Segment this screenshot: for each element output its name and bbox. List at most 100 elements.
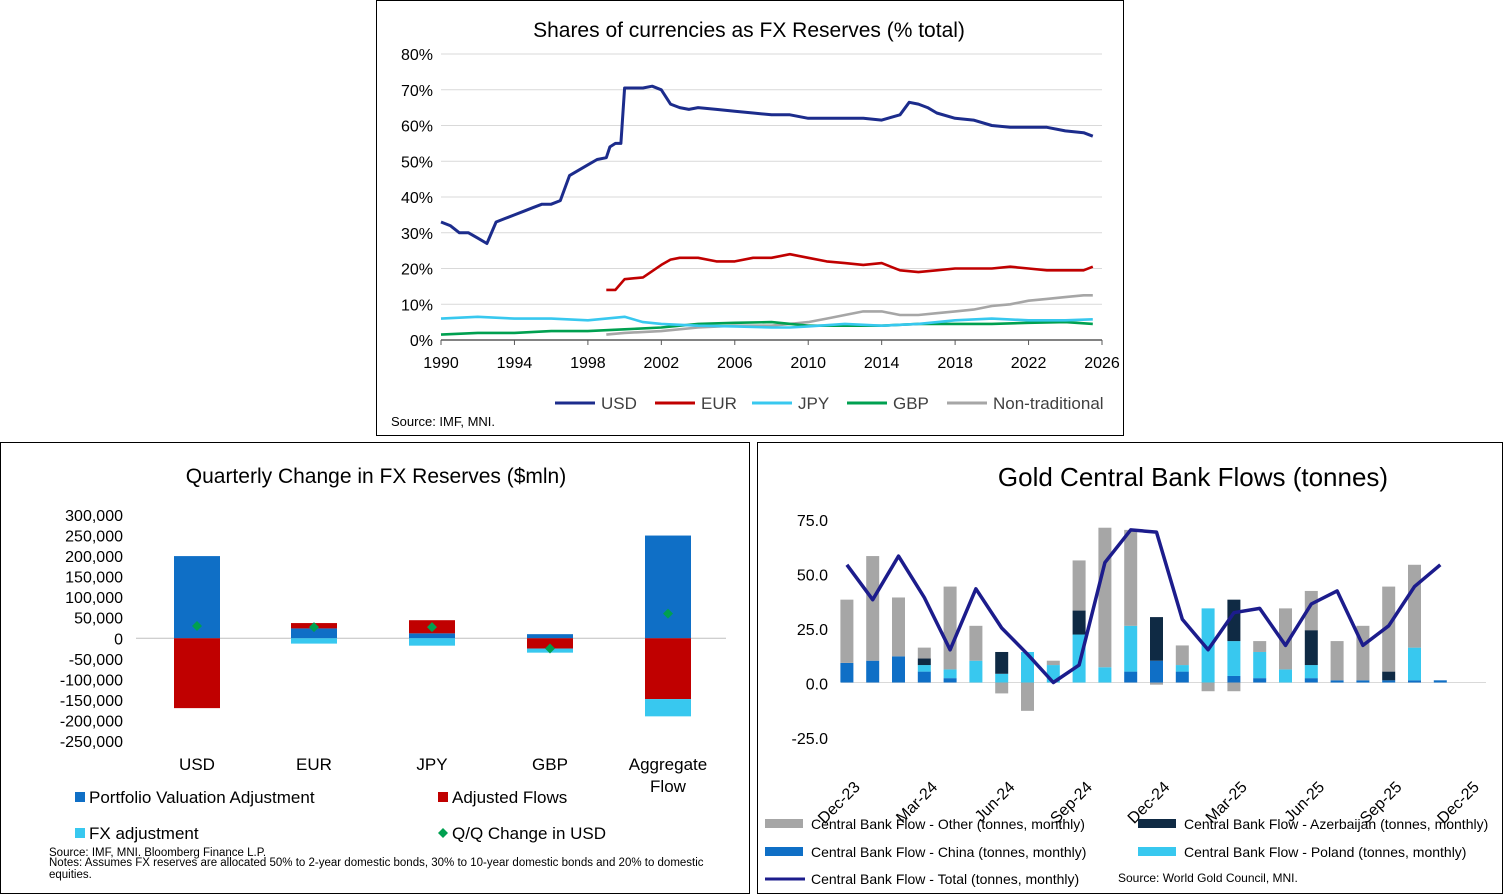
bar-portfolio-valuation-adjustment-eur bbox=[291, 628, 337, 639]
gold-central-bank-flows-chart-panel: Gold Central Bank Flows (tonnes) 75.0 50.… bbox=[757, 442, 1503, 894]
y-tick-label: 0% bbox=[410, 333, 433, 350]
legend-label-jpy: JPY bbox=[798, 394, 829, 413]
y-tick-label: 10% bbox=[401, 297, 433, 314]
series-line-usd bbox=[440, 84, 1094, 245]
marker-qq-change-gbp bbox=[545, 643, 555, 654]
bars bbox=[840, 527, 1447, 711]
gold-central-bank-flows-chart: Gold Central Bank Flows (tonnes) 75.0 50.… bbox=[765, 462, 1488, 887]
bar-central-bank-flow-poland-oct-25 bbox=[1408, 647, 1421, 681]
chart-title: Gold Central Bank Flows (tonnes) bbox=[998, 462, 1388, 492]
bar-central-bank-flow-other-jun-24 bbox=[995, 682, 1009, 694]
bar-fx-adjustment-aggregate-flow bbox=[645, 699, 691, 717]
bar-central-bank-flow-other-jan-25 bbox=[1175, 645, 1189, 666]
marker-qq-change-jpy bbox=[427, 622, 437, 633]
y-tick-label: -200,000 bbox=[60, 713, 123, 730]
y-tick-label: -50,000 bbox=[69, 652, 123, 669]
source-note: Source: World Gold Council, MNI. bbox=[1118, 871, 1298, 885]
bar-central-bank-flow-china-mar-24 bbox=[917, 671, 931, 683]
marker-qq-change-aggregate-flow bbox=[663, 608, 673, 619]
bar-central-bank-flow-china-oct-25 bbox=[1408, 680, 1421, 683]
x-category-label: JPY bbox=[416, 755, 447, 774]
bar-central-bank-flow-azerbaijan-mar-25 bbox=[1227, 599, 1241, 642]
bar-fx-adjustment-jpy bbox=[409, 638, 455, 646]
bar-central-bank-flow-china-jan-25 bbox=[1175, 671, 1189, 683]
legend: Central Bank Flow - Other (tonnes, month… bbox=[765, 816, 1488, 887]
y-tick-label: 20% bbox=[401, 262, 433, 279]
bar-central-bank-flow-other-oct-24 bbox=[1098, 527, 1112, 668]
legend-label-central-bank-flow-azerbaijan: Central Bank Flow - Azerbaijan (tonnes, … bbox=[1184, 816, 1488, 832]
y-tick-label: 50.0 bbox=[797, 568, 828, 585]
bar-central-bank-flow-china-nov-24 bbox=[1124, 671, 1138, 683]
bar-central-bank-flow-other-apr-24 bbox=[943, 586, 957, 670]
bar-central-bank-flow-other-oct-25 bbox=[1408, 564, 1421, 648]
bar-central-bank-flow-other-may-24 bbox=[969, 625, 983, 661]
y-tick-label: 150,000 bbox=[65, 570, 123, 587]
bar-central-bank-flow-other-feb-24 bbox=[892, 597, 905, 657]
legend-swatch-central-bank-flow-china bbox=[765, 847, 803, 856]
y-tick-label: 75.0 bbox=[797, 513, 828, 530]
notes-text: Notes: Assumes FX reserves are allocated… bbox=[49, 857, 704, 881]
y-tick-label: -25.0 bbox=[792, 731, 829, 748]
x-tick-label: 2010 bbox=[790, 355, 826, 372]
bar-central-bank-flow-china-jun-25 bbox=[1304, 678, 1318, 683]
bar-central-bank-flow-china-dec-23 bbox=[840, 662, 854, 683]
source-note: Source: IMF, MNI. bbox=[391, 414, 495, 429]
x-tick-label: 2018 bbox=[937, 355, 973, 372]
bar-central-bank-flow-azerbaijan-dec-24 bbox=[1150, 617, 1163, 661]
legend-label-central-bank-flow-poland: Central Bank Flow - Poland (tonnes, mont… bbox=[1184, 844, 1466, 860]
bar-central-bank-flow-other-sep-25 bbox=[1382, 586, 1396, 672]
bar-central-bank-flow-other-mar-24 bbox=[917, 647, 931, 659]
fx-reserves-share-chart-panel: Shares of currencies as FX Reserves (% t… bbox=[376, 0, 1124, 436]
bar-central-bank-flow-china-jan-24 bbox=[866, 660, 880, 683]
x-tick-label: 2026 bbox=[1084, 355, 1120, 372]
bar-central-bank-flow-other-jul-24 bbox=[1021, 682, 1034, 711]
bar-central-bank-flow-other-aug-24 bbox=[1046, 660, 1060, 666]
legend-label-portfolio-valuation-adjustment: Portfolio Valuation Adjustment bbox=[89, 788, 315, 807]
bar-central-bank-flow-other-apr-25 bbox=[1253, 641, 1267, 652]
y-tick-label: 40% bbox=[401, 190, 433, 207]
y-tick-label: -150,000 bbox=[60, 693, 123, 710]
bar-central-bank-flow-poland-feb-25 bbox=[1201, 608, 1215, 683]
legend-label-eur: EUR bbox=[701, 394, 737, 413]
marker-qq-change-eur bbox=[309, 622, 319, 633]
bar-central-bank-flow-china-apr-24 bbox=[943, 678, 957, 683]
bar-central-bank-flow-other-feb-25 bbox=[1201, 682, 1215, 692]
bar-portfolio-valuation-adjustment-gbp bbox=[527, 634, 573, 639]
y-axis-ticks: 300,000 250,000 200,000 150,000 100,000 50,00… bbox=[60, 508, 726, 751]
x-category-label: EUR bbox=[296, 755, 332, 774]
bar-portfolio-valuation-adjustment-aggregate-flow bbox=[645, 535, 691, 639]
x-category-label: USD bbox=[179, 755, 215, 774]
y-tick-label: 70% bbox=[401, 83, 433, 100]
bar-central-bank-flow-other-dec-24 bbox=[1150, 682, 1163, 685]
legend-swatch-central-bank-flow-poland bbox=[1138, 847, 1176, 856]
legend-label-central-bank-flow-china: Central Bank Flow - China (tonnes, month… bbox=[811, 844, 1086, 860]
y-tick-label: 25.0 bbox=[797, 622, 828, 639]
bar-central-bank-flow-other-nov-24 bbox=[1124, 529, 1138, 626]
notes-container: Notes: Assumes FX reserves are allocated… bbox=[49, 857, 704, 881]
x-category-label: GBP bbox=[532, 755, 568, 774]
bar-central-bank-flow-other-mar-25 bbox=[1227, 682, 1241, 692]
bar-central-bank-flow-poland-may-25 bbox=[1279, 669, 1292, 683]
series-line-non-traditional bbox=[606, 294, 1093, 336]
bar-central-bank-flow-poland-jun-25 bbox=[1304, 665, 1318, 679]
bar-central-bank-flow-china-mar-25 bbox=[1227, 675, 1241, 683]
legend-label-fx-adjustment: FX adjustment bbox=[89, 824, 199, 843]
bar-central-bank-flow-china-aug-25 bbox=[1356, 680, 1370, 683]
legend-swatch-q-q-change-in-usd bbox=[438, 828, 448, 838]
y-tick-label: 80% bbox=[401, 47, 433, 64]
legend-swatch-portfolio-valuation-adjustment bbox=[75, 792, 85, 802]
bar-central-bank-flow-other-jan-24 bbox=[866, 556, 880, 661]
bar-central-bank-flow-other-jul-25 bbox=[1330, 641, 1344, 681]
legend-swatch-central-bank-flow-other bbox=[765, 819, 803, 828]
y-tick-label: 60% bbox=[401, 119, 433, 136]
bar-adjusted-flows-aggregate-flow bbox=[645, 638, 691, 700]
series-line-gbp bbox=[440, 320, 1093, 336]
legend-swatch-fx-adjustment bbox=[75, 828, 85, 838]
y-tick-label: -250,000 bbox=[60, 734, 123, 751]
x-category-label: Aggregate bbox=[629, 755, 707, 774]
series-line-central-bank-flow-total bbox=[845, 528, 1442, 685]
bar-central-bank-flow-azerbaijan-jun-25 bbox=[1304, 630, 1318, 666]
legend-label-central-bank-flow-total: Central Bank Flow - Total (tonnes, month… bbox=[811, 871, 1079, 887]
marker-qq-change-usd bbox=[192, 620, 202, 631]
bar-adjusted-flows-usd bbox=[174, 638, 220, 709]
